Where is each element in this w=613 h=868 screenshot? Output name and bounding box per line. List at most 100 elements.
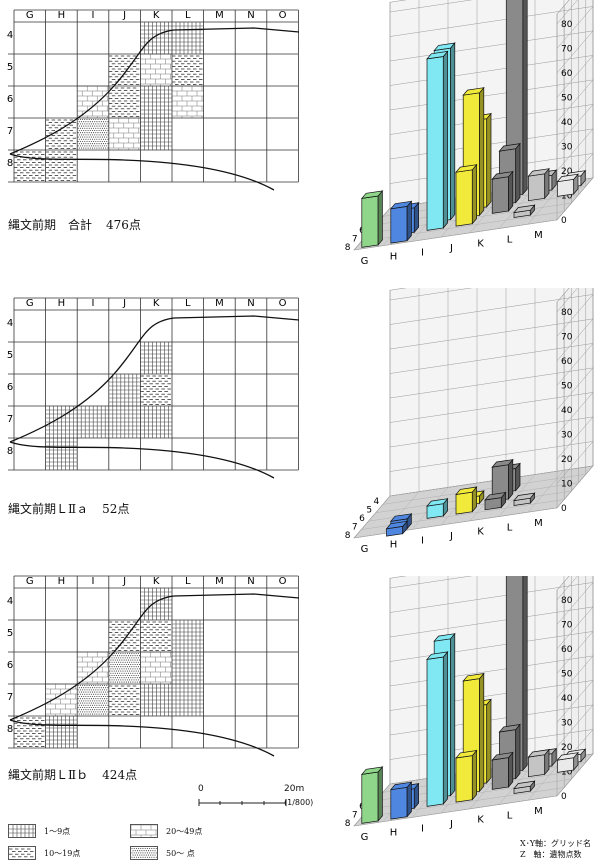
legend-label: 20～49点 (166, 826, 203, 836)
x-tick-label: H (390, 252, 398, 263)
scale-bar-line (198, 799, 287, 806)
bar-H8.6 (385, 520, 408, 537)
map-cell-L5 (172, 54, 204, 86)
map-column-label: J (122, 10, 126, 21)
map-cell-L6 (172, 652, 204, 684)
map-row-label: 6 (7, 660, 13, 671)
map-cell-J7 (108, 684, 141, 716)
x-tick-label: M (534, 518, 543, 529)
map-column-label: N (247, 298, 254, 309)
map-cell-J6 (108, 374, 141, 406)
map-cell-H8 (45, 438, 78, 470)
x-tick-label: H (390, 828, 398, 839)
map-row-label: 6 (7, 382, 13, 393)
terrain-line-upper (9, 315, 300, 443)
pattern-legend: 1～9点 20～49点 10～19点 50～ 点 (0, 824, 306, 864)
z-tick-label: 20 (561, 167, 573, 177)
bar-G8 (360, 765, 384, 824)
map-cell-I7 (77, 684, 109, 716)
legend-swatch-pattern (9, 825, 35, 837)
y-tick-label: 8 (345, 531, 351, 541)
map-column-label: O (279, 298, 287, 309)
map-column-label: O (279, 10, 287, 21)
map-cell-K6 (140, 651, 172, 684)
legend-item-50plus: 50～ 点 (130, 846, 195, 860)
z-tick-label: 20 (561, 743, 573, 753)
map-column-label: M (215, 10, 224, 21)
caption-count: 476点 (106, 218, 141, 232)
x-tick-label: J (449, 819, 453, 830)
legend-label: 1～9点 (44, 826, 71, 836)
map-row-label: 5 (7, 350, 13, 361)
x-tick-label: L (507, 522, 513, 533)
z-tick-label: 40 (561, 118, 573, 128)
map-cell-L5 (172, 620, 204, 652)
y-tick-label: 7 (352, 810, 358, 820)
map-cell-H8 (45, 150, 78, 182)
legend-item-20-49: 20～49点 (130, 824, 202, 838)
axis-note-z: Z 軸：遺物点数 (520, 850, 582, 859)
x-tick-label: G (361, 832, 369, 843)
map-cell-H8 (45, 716, 78, 748)
x-tick-label: I (421, 247, 424, 258)
map-cell-H7 (45, 683, 78, 716)
caption-title: 縄文前期 合計 (8, 218, 93, 232)
map-column-label: I (92, 10, 95, 21)
z-tick-label: 0 (561, 792, 567, 802)
map-column-label: L (185, 10, 191, 21)
bar-L7 (513, 204, 536, 218)
map-column-label: N (247, 576, 254, 587)
grid-map-total: G H I J K L M N O 4 5 6 7 8 縄文前期 合計 476点 (0, 0, 306, 288)
z-tick-label: 30 (561, 142, 573, 152)
terrain-line-lower (9, 719, 275, 757)
map-cell-K5 (140, 620, 172, 652)
map-cell-K4 (140, 588, 172, 620)
z-tick-label: 10 (561, 191, 573, 201)
z-tick-label: 80 (561, 596, 573, 606)
x-tick-label: L (507, 810, 513, 821)
terrain-line-lower (9, 153, 275, 191)
x-tick-label: K (477, 815, 484, 826)
map-cell-K6 (140, 374, 172, 406)
map-cell-K4 (140, 22, 172, 54)
map-row-label: 7 (7, 414, 13, 425)
map-row-label: 5 (7, 628, 13, 639)
bar-I7 (426, 497, 449, 519)
map-cell-K5 (140, 342, 172, 374)
legend-swatch (130, 846, 158, 860)
map-column-label: I (92, 576, 95, 587)
x-tick-label: M (534, 806, 543, 817)
grid-map-l2b: G H I J K L M N O 4 5 6 7 8 縄文前期ＬⅡｂ 424点 (0, 566, 306, 854)
x-tick-label: M (534, 230, 543, 241)
z-tick-label: 80 (561, 308, 573, 318)
z-tick-label: 0 (561, 216, 567, 226)
x-tick-label: K (477, 527, 484, 538)
x-tick-label: L (507, 234, 513, 245)
legend-item-10-19: 10～19点 (8, 846, 80, 860)
map-column-label: K (153, 576, 160, 587)
z-tick-label: 70 (561, 332, 573, 342)
terrain-line-upper (9, 593, 300, 721)
map-column-label: J (122, 298, 126, 309)
y-tick-label: 8 (345, 243, 351, 253)
x-tick-label: G (361, 256, 369, 267)
scale-ratio: (1/800) (284, 798, 314, 807)
map-row-label: 8 (7, 158, 13, 169)
z-tick-label: 10 (561, 479, 573, 489)
x-tick-label: I (421, 823, 424, 834)
bar-K7 (484, 491, 507, 511)
map-cell-L6 (171, 85, 204, 118)
bar-L7 (513, 780, 536, 794)
legend-item-1-9: 1～9点 (8, 824, 70, 838)
bar-H8 (389, 781, 413, 820)
legend-swatch-pattern (131, 847, 157, 859)
y-tick-label: 4 (374, 497, 380, 507)
map-cell-I6 (76, 85, 109, 118)
z-tick-label: 10 (561, 767, 573, 777)
caption-count: 52点 (102, 502, 130, 516)
scale-end: 20m (284, 784, 305, 794)
scale-bar: 0 20m (1/800) (196, 784, 313, 824)
